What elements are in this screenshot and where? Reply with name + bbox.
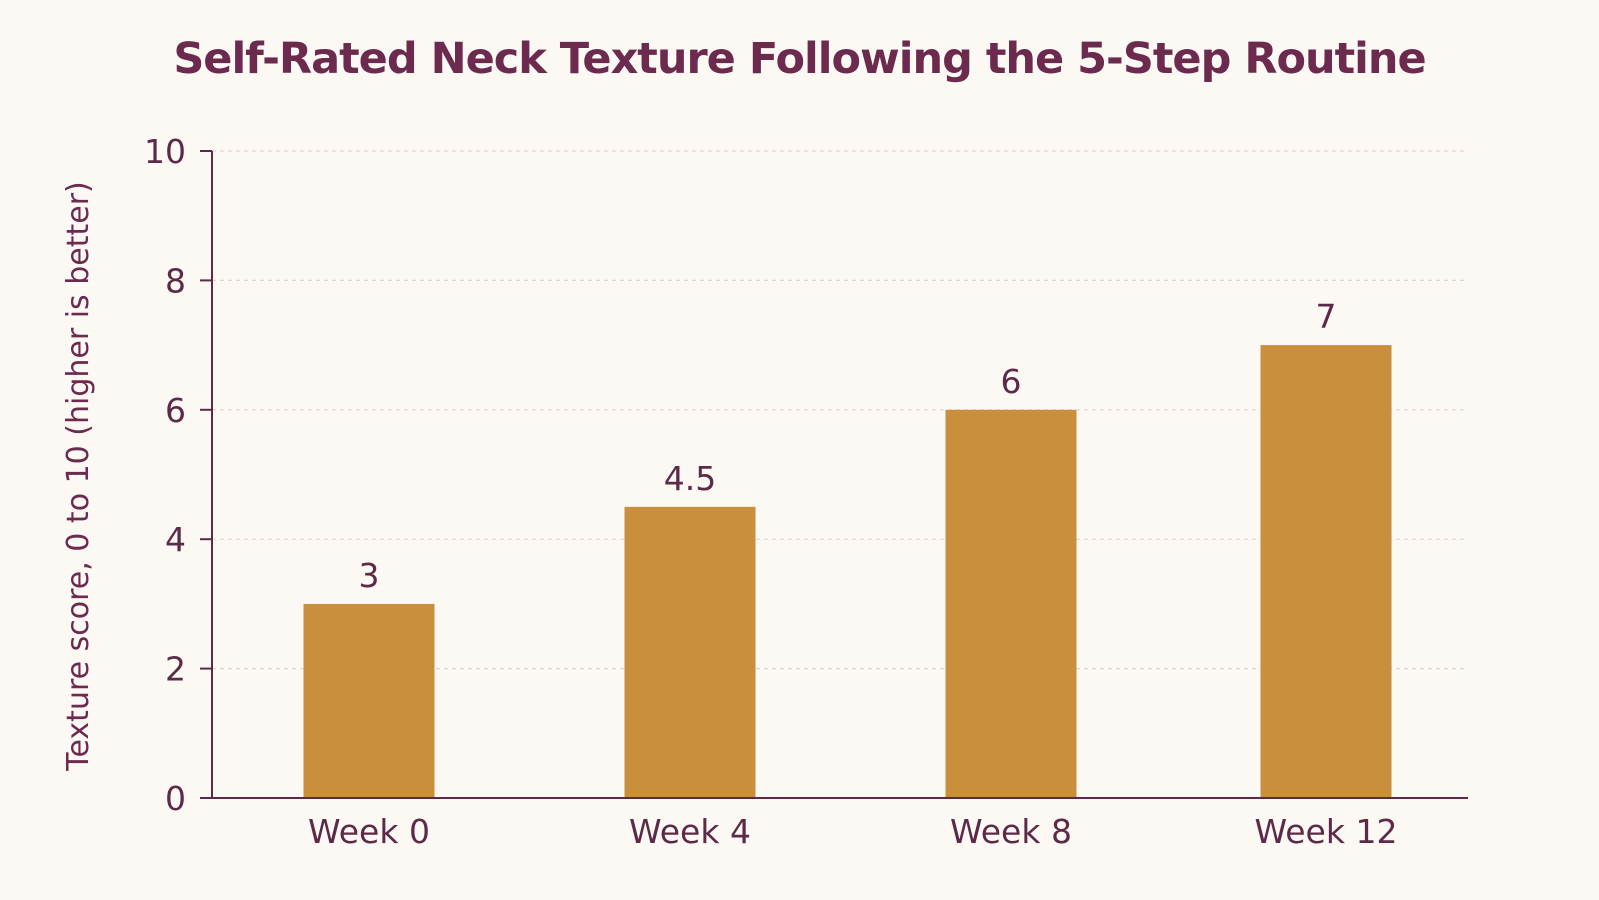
bar-week-0 [303, 603, 435, 798]
x-tick-labels: Week 0 Week 4 Week 8 Week 12 [308, 812, 1397, 851]
bar-week-12 [1260, 345, 1392, 798]
bar-week-4 [624, 506, 756, 798]
value-label: 7 [1316, 297, 1337, 336]
y-tick-label: 0 [165, 779, 186, 818]
y-tick-label: 6 [165, 391, 186, 430]
y-tick-labels: 0 2 4 6 8 10 [144, 132, 186, 818]
chart-title: Self-Rated Neck Texture Following the 5-… [173, 34, 1426, 84]
x-tick-label: Week 4 [629, 812, 751, 851]
x-tick-label: Week 8 [950, 812, 1072, 851]
value-label: 4.5 [664, 459, 716, 498]
y-tick-label: 4 [165, 520, 186, 559]
bar-week-8 [945, 409, 1077, 798]
value-label: 6 [1001, 362, 1022, 401]
axes [200, 150, 1468, 799]
value-label: 3 [359, 556, 380, 595]
x-tick-label: Week 0 [308, 812, 430, 851]
y-tick-label: 10 [144, 132, 186, 171]
y-tick-label: 8 [165, 261, 186, 300]
x-tick-label: Week 12 [1255, 812, 1398, 851]
y-tick-label: 2 [165, 650, 186, 689]
y-axis-label: Texture score, 0 to 10 (higher is better… [61, 181, 96, 771]
bars [303, 345, 1392, 798]
value-labels: 3 4.5 6 7 [359, 297, 1337, 595]
